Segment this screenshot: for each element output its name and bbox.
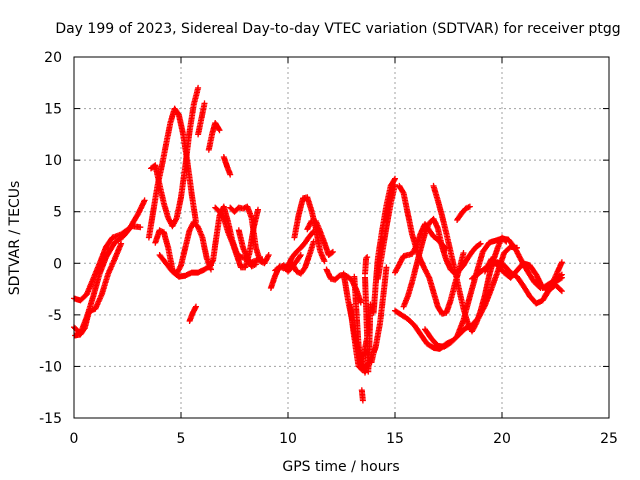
x-tick-label: 25 xyxy=(600,431,618,447)
tick-labels: 0 5 10 15 20 25 -15 -10 -5 0 5 10 15 20 xyxy=(39,50,618,447)
x-tick-label: 20 xyxy=(493,431,511,447)
chart-title: Day 199 of 2023, Sidereal Day-to-day VTE… xyxy=(55,21,620,37)
y-tick-label: 10 xyxy=(44,153,62,169)
x-tick-label: 0 xyxy=(70,431,79,447)
x-tick-label: 5 xyxy=(177,431,186,447)
x-tick-label: 15 xyxy=(386,431,404,447)
scatter-markers xyxy=(71,84,565,404)
x-axis-label: GPS time / hours xyxy=(282,459,399,475)
y-tick-label: -10 xyxy=(39,359,62,375)
y-axis-label: SDTVAR / TECUs xyxy=(7,181,23,296)
y-tick-label: 15 xyxy=(44,102,62,118)
y-tick-label: -5 xyxy=(48,308,62,324)
y-tick-label: -15 xyxy=(39,411,62,427)
x-tick-label: 10 xyxy=(279,431,297,447)
y-tick-label: 5 xyxy=(53,205,62,221)
y-tick-label: 20 xyxy=(44,50,62,66)
y-tick-label: 0 xyxy=(53,256,62,272)
data-points xyxy=(71,84,565,404)
plot-frame xyxy=(73,56,610,419)
